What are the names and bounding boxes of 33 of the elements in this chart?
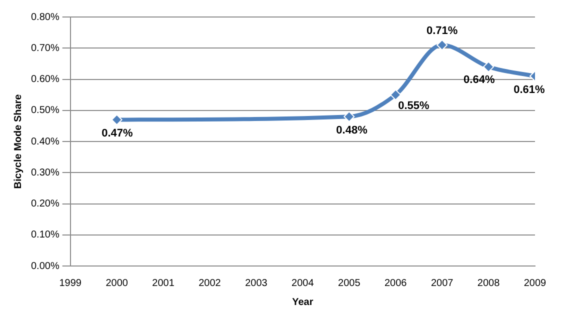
- x-tick-label: 2001: [152, 278, 175, 289]
- y-tick-label: 0.00%: [30, 260, 60, 272]
- y-tick-label: 0.30%: [30, 167, 60, 178]
- x-tick-label: 2005: [338, 278, 361, 289]
- y-tick-label: 0.10%: [30, 230, 60, 241]
- x-tick-label: 1999: [59, 278, 82, 289]
- x-tick-label: 2002: [198, 278, 222, 289]
- point: [436, 40, 448, 51]
- point: [111, 114, 122, 126]
- data-label: 0.61%: [514, 84, 545, 96]
- x-tick-label: 2006: [384, 278, 408, 289]
- x-tick-label: 2004: [292, 278, 314, 289]
- x-tick-label: 2000: [106, 278, 128, 289]
- data-label: 0.71%: [426, 25, 458, 38]
- x-axis-title: Year: [292, 296, 314, 308]
- y-tick-label: 0.70%: [30, 42, 60, 54]
- y-tick-label: 0.60%: [30, 74, 60, 85]
- data-label: 0.47%: [102, 128, 134, 140]
- data-label: 0.55%: [398, 100, 430, 112]
- point: [344, 111, 355, 122]
- y-tick-label: 0.20%: [30, 198, 60, 210]
- data-label: 0.48%: [336, 124, 368, 137]
- x-tick-label: 2003: [245, 278, 268, 289]
- y-tick-label: 0.80%: [30, 12, 60, 23]
- x-tick-label: 2009: [524, 278, 547, 289]
- y-axis-title: Bicycle Mode Share: [12, 94, 24, 189]
- x-tick-label: 2007: [430, 278, 454, 289]
- y-tick-label: 0.50%: [30, 105, 60, 116]
- data-label: 0.64%: [464, 74, 495, 86]
- point: [483, 61, 494, 72]
- y-tick-label: 0.40%: [30, 136, 60, 148]
- point: [390, 89, 402, 100]
- x-tick-label: 2008: [477, 278, 500, 289]
